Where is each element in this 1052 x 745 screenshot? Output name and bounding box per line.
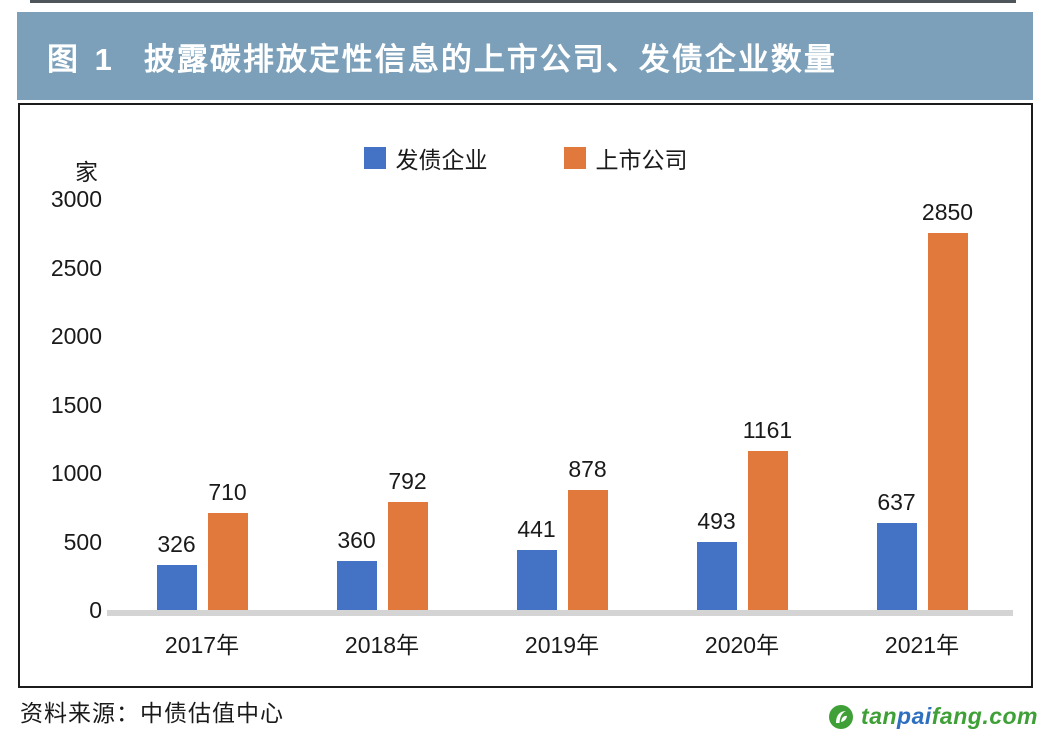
x-axis-label: 2021年 — [884, 632, 960, 658]
bar-group: 441 878 — [472, 199, 652, 610]
bar — [156, 565, 197, 610]
bar-value-label: 441 — [517, 515, 556, 542]
bar-value-label: 710 — [208, 478, 247, 505]
tanpaifang-logo-icon — [829, 704, 854, 729]
bar-column: 792 — [387, 199, 428, 610]
legend-label: 发债企业 — [395, 147, 488, 173]
site-logo[interactable]: tanpaifang.com — [828, 703, 1038, 730]
bar-column: 1161 — [743, 199, 792, 610]
x-axis-label: 2020年 — [704, 632, 780, 658]
bar-column: 2850 — [922, 199, 973, 610]
bar — [927, 233, 968, 610]
chart-legend: 发债企业 上市公司 — [20, 141, 1031, 175]
x-axis-labels: 2017年 2018年 2019年 2020年 2021年 — [112, 626, 1012, 660]
bar — [876, 522, 917, 610]
x-axis-label: 2017年 — [164, 632, 240, 658]
bar — [516, 549, 557, 610]
legend-label: 上市公司 — [595, 147, 688, 173]
bar-column: 878 — [567, 199, 608, 610]
y-tick-label: 2500 — [50, 254, 102, 281]
bar — [387, 501, 428, 610]
bar-column: 441 — [516, 199, 557, 610]
bar — [696, 542, 737, 610]
top-divider — [30, 0, 1016, 3]
plot-area: 326 710 360 792 441 878 493 1161 637 2850 — [112, 199, 1012, 610]
bar-column: 360 — [336, 199, 377, 610]
x-axis-label: 2018年 — [344, 632, 420, 658]
y-tick-label: 2000 — [50, 323, 102, 349]
chart-panel: 发债企业 上市公司 家 0 500 1000 1500 2000 2500 3000 326… — [18, 103, 1033, 688]
logo-text-tan: tan — [861, 703, 898, 729]
bar-group: 637 2850 — [832, 199, 1012, 610]
bar-value-label: 2850 — [921, 199, 974, 225]
figure-number: 图 1 — [47, 41, 116, 77]
bar-column: 326 — [156, 199, 197, 610]
bar — [336, 560, 377, 610]
legend-item-bond-issuers: 发债企业 — [363, 141, 488, 175]
bar — [747, 450, 788, 610]
bar-group: 360 792 — [292, 199, 472, 610]
logo-text-fangcom: fang.com — [931, 703, 1038, 729]
x-axis-line — [107, 610, 1013, 616]
legend-swatch-blue — [363, 147, 386, 169]
y-axis-unit-label: 家 — [75, 159, 98, 185]
y-tick-label: 500 — [63, 528, 102, 555]
bar-column: 637 — [876, 199, 917, 610]
y-tick-label: 0 — [89, 597, 102, 623]
bar-group: 493 1161 — [652, 199, 832, 610]
bar — [207, 512, 248, 610]
bar-value-label: 1161 — [742, 416, 793, 443]
y-tick-label: 3000 — [50, 186, 102, 212]
bar-value-label: 326 — [157, 531, 196, 558]
source-note: 资料来源：中债估值中心 — [20, 700, 284, 726]
bar-column: 493 — [696, 199, 737, 610]
logo-text-pai: pai — [897, 703, 932, 729]
legend-swatch-orange — [563, 147, 586, 169]
y-axis: 0 500 1000 1500 2000 2500 3000 — [20, 186, 102, 623]
y-tick-label: 1000 — [50, 460, 102, 486]
legend-item-listed-companies: 上市公司 — [563, 141, 688, 175]
bar-value-label: 637 — [877, 488, 916, 515]
figure-title: 披露碳排放定性信息的上市公司、发债企业数量 — [143, 41, 837, 77]
bar-column: 710 — [207, 199, 248, 610]
bar — [567, 489, 608, 610]
x-axis-label: 2019年 — [524, 632, 600, 658]
bar-group: 326 710 — [112, 199, 292, 610]
figure-title-bar: 图 1 披露碳排放定性信息的上市公司、发债企业数量 — [17, 12, 1033, 100]
bar-value-label: 878 — [568, 455, 607, 482]
y-tick-label: 1500 — [50, 391, 102, 418]
bar-value-label: 792 — [388, 467, 427, 494]
bar-value-label: 360 — [337, 526, 376, 553]
bar-value-label: 493 — [697, 508, 736, 535]
